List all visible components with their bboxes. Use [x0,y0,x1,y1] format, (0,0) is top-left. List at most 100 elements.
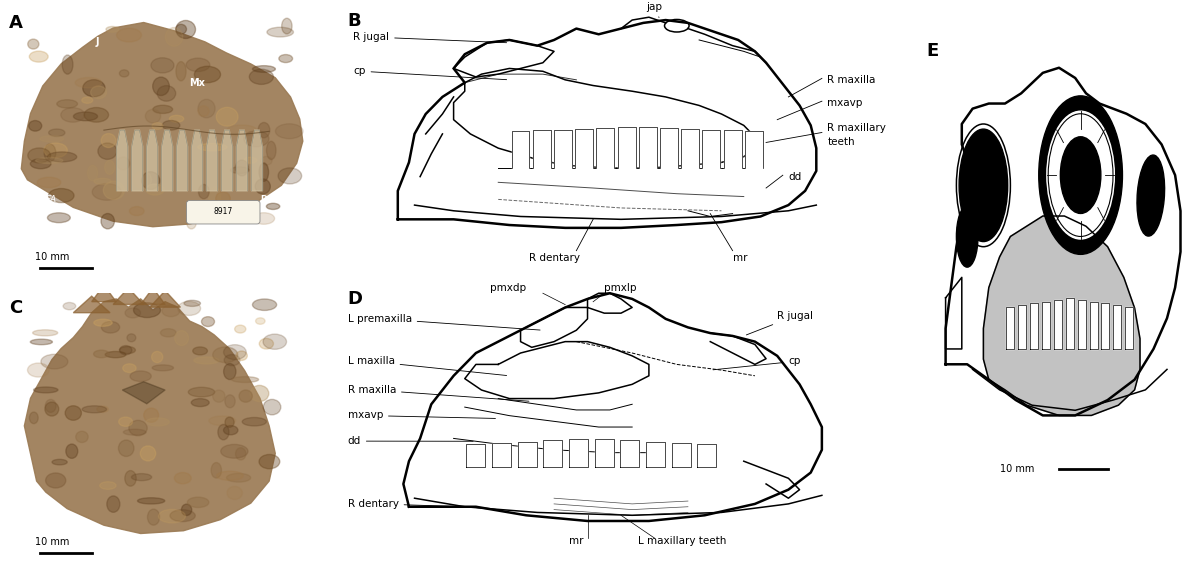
Ellipse shape [122,364,136,372]
Ellipse shape [101,213,114,229]
Polygon shape [91,285,116,302]
Ellipse shape [40,136,64,142]
Ellipse shape [151,352,163,363]
Ellipse shape [34,387,58,393]
Polygon shape [544,440,563,467]
Polygon shape [672,443,691,467]
Ellipse shape [216,107,238,126]
Polygon shape [620,440,640,467]
Ellipse shape [236,351,247,360]
Text: R maxilla: R maxilla [828,75,876,85]
Ellipse shape [104,160,115,174]
Text: D: D [348,290,362,309]
Polygon shape [122,382,166,404]
Ellipse shape [107,496,120,512]
Ellipse shape [125,308,140,318]
Ellipse shape [124,429,146,435]
Ellipse shape [49,129,65,137]
Ellipse shape [64,303,76,310]
Ellipse shape [186,58,210,71]
Ellipse shape [91,86,107,99]
Text: B: B [348,12,361,30]
Text: J: J [96,37,100,46]
Ellipse shape [259,454,280,469]
Ellipse shape [146,184,164,195]
Ellipse shape [140,446,156,461]
Polygon shape [946,68,1181,415]
Polygon shape [745,131,763,168]
Ellipse shape [151,58,174,73]
Ellipse shape [116,28,142,42]
Ellipse shape [94,350,109,358]
Ellipse shape [242,418,266,426]
Ellipse shape [103,181,125,199]
Ellipse shape [94,319,112,327]
Ellipse shape [44,402,59,416]
Polygon shape [638,131,656,168]
Polygon shape [467,444,486,467]
Ellipse shape [146,418,169,426]
Polygon shape [1030,303,1038,349]
Ellipse shape [169,116,184,122]
Polygon shape [1054,300,1062,349]
Polygon shape [1078,300,1086,349]
Polygon shape [984,216,1140,415]
Ellipse shape [250,69,274,84]
Ellipse shape [61,107,85,122]
Polygon shape [533,131,551,168]
Text: 10 mm: 10 mm [35,252,70,262]
Ellipse shape [152,365,174,371]
Polygon shape [1066,298,1074,349]
Ellipse shape [28,148,50,163]
Ellipse shape [94,178,112,184]
Ellipse shape [252,299,277,310]
Ellipse shape [174,472,191,484]
Ellipse shape [30,159,52,168]
Ellipse shape [235,448,246,460]
Ellipse shape [97,406,108,413]
Ellipse shape [32,330,58,336]
Ellipse shape [101,134,116,148]
Polygon shape [554,131,572,168]
Text: 10 mm: 10 mm [35,536,70,547]
Ellipse shape [44,143,67,157]
Ellipse shape [162,305,180,317]
Polygon shape [140,288,166,304]
Ellipse shape [128,420,148,436]
Ellipse shape [211,462,222,478]
Polygon shape [646,442,665,467]
Ellipse shape [76,77,102,88]
Text: D: D [260,195,266,204]
Ellipse shape [46,473,66,488]
Text: dd: dd [788,171,802,182]
Polygon shape [206,130,217,191]
Polygon shape [511,131,529,168]
Text: R jugal: R jugal [746,311,814,335]
Ellipse shape [223,345,246,360]
Ellipse shape [152,123,163,130]
Polygon shape [569,439,588,467]
Text: L premaxilla: L premaxilla [348,314,540,330]
Ellipse shape [130,371,151,382]
Polygon shape [132,130,143,191]
Ellipse shape [282,18,292,34]
Ellipse shape [30,339,53,345]
Ellipse shape [266,27,294,37]
Text: jap: jap [647,2,662,17]
Ellipse shape [956,206,978,267]
Text: R dentary: R dentary [348,498,462,509]
Text: E: E [926,42,938,60]
Ellipse shape [223,364,236,379]
Ellipse shape [276,124,304,139]
Polygon shape [517,442,536,467]
Ellipse shape [37,177,61,188]
Ellipse shape [176,62,186,81]
Ellipse shape [232,376,258,382]
Ellipse shape [166,27,182,46]
Ellipse shape [198,144,227,151]
Text: pmxdp: pmxdp [490,283,526,293]
Ellipse shape [29,120,42,131]
Ellipse shape [73,112,97,121]
Ellipse shape [244,157,257,163]
Ellipse shape [120,346,132,355]
